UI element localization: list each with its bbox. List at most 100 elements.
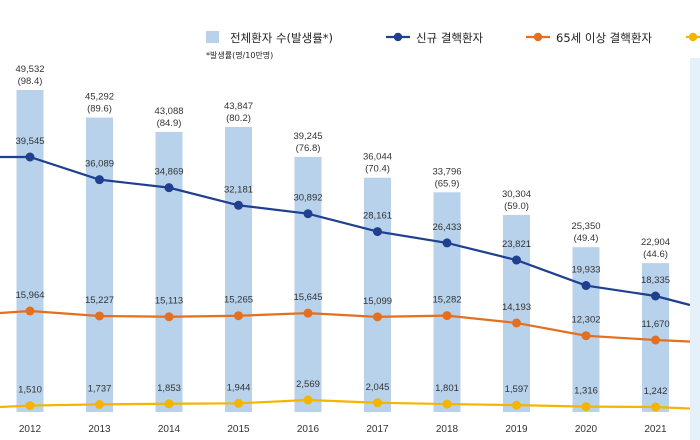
bar-rate-label: (65.9) [435,178,460,189]
line-point [25,401,35,411]
bar-2015 [225,126,252,412]
x-tick-label: 2016 [297,424,320,435]
line-value-label: 26,433 [432,222,461,233]
line-point [581,402,591,412]
bar-value-label: 39,245 [293,131,322,142]
bar-2018 [433,192,461,412]
bar-rate-label: (80.2) [226,113,251,124]
bar-value-label: 30,304 [502,189,531,200]
bar-2014 [155,131,183,412]
line-path-3 [0,398,700,411]
x-axis: 2012 2013 2014 2015 2016 2017 2018 2019 2020 2021 [19,424,667,435]
line-value-label: 34,869 [154,167,183,178]
line-point [95,175,104,185]
line-point [234,311,243,321]
bar-value-label: 45,292 [85,92,114,103]
bar-rate-label: (49.4) [574,233,599,244]
line-point [303,308,313,318]
x-tick-label: 2018 [436,424,459,435]
line-point [303,209,313,219]
legend-label-total: 전체환자 수(발생률*) [230,31,333,45]
line-point [581,281,591,291]
legend-swatch-total [206,31,219,43]
bar-2013 [86,117,113,412]
line-point [651,291,660,301]
line-point [303,395,313,405]
line-point [512,255,521,265]
x-tick-label: 2013 [88,424,111,435]
line-value-label: 1,316 [574,386,598,397]
bar-rate-label: (84.9) [157,118,182,129]
bar-value-label: 25,350 [571,221,600,232]
line-value-label: 1,853 [157,383,181,394]
bar-value-label: 43,847 [224,101,253,112]
line-value-label: 1,597 [505,384,529,395]
bar-value-label: 33,796 [432,166,461,177]
bar-value-label: 49,532 [15,64,44,75]
line-value-label: 1,242 [644,386,668,397]
line-value-label: 15,282 [432,295,461,306]
line-series [0,152,700,412]
line-point [164,312,174,322]
next-panel-highlight [690,58,700,440]
bar-2020 [572,247,600,412]
x-tick-label: 2014 [158,424,181,435]
line-point [512,400,521,410]
line-value-label: 15,265 [224,295,253,306]
line-value-label: 18,335 [641,275,670,286]
bar-rate-label: (98.4) [18,76,43,87]
bar-rate-label: (76.8) [296,143,321,154]
line-value-label: 1,737 [88,383,112,394]
line-point [164,183,174,193]
legend-marker-elderly [533,32,543,42]
bar-2017 [364,177,391,412]
bar-value-label: 43,088 [154,106,183,117]
line-value-label: 30,892 [293,193,322,204]
line-point [95,311,104,321]
legend-marker-new [393,32,403,42]
line-point [442,399,452,409]
line-value-label: 23,821 [502,239,531,250]
line-point [373,398,382,408]
line-point [373,227,382,237]
line-value-label: 1,801 [435,383,459,394]
line-value-label: 19,933 [571,265,600,276]
line-value-label: 15,645 [293,292,322,303]
bar-rate-label: (70.4) [365,164,390,175]
line-value-label: 2,569 [296,379,320,390]
line-point [512,318,521,328]
line-value-label: 15,099 [363,296,392,307]
line-value-label: 32,181 [224,184,253,195]
line-point [581,331,591,341]
line-point [234,200,243,210]
line-value-label: 15,964 [15,290,44,301]
bar-2012 [16,90,44,412]
data-labels: 49,532(98.4) 45,292(89.6) 43,088(84.9) 43,8… [15,64,670,397]
bar-2016 [294,156,322,412]
x-tick-label: 2021 [644,424,667,435]
line-point [95,399,104,409]
x-tick-label: 2019 [505,424,528,435]
bar-value-label: 36,044 [363,152,392,163]
line-value-label: 12,302 [571,315,600,326]
bar-2019 [503,214,530,412]
bar-value-label: 22,904 [641,237,670,248]
x-tick-label: 2015 [227,424,250,435]
line-point [25,306,35,316]
line-point [442,238,452,248]
line-value-label: 14,193 [502,302,531,313]
line-point [25,152,35,162]
bar-series [16,90,669,412]
legend-label-elderly: 65세 이상 결핵환자 [556,31,652,45]
legend: 전체환자 수(발생률*) *발생률(명/10만명) 신규 결핵환자 65세 이상 결핵… [206,31,700,60]
line-path-1 [0,155,691,307]
line-point [651,402,660,412]
line-value-label: 2,045 [366,382,390,393]
line-value-label: 1,510 [18,385,42,396]
x-tick-label: 2017 [366,424,389,435]
legend-note: *발생률(명/10만명) [206,50,273,60]
line-value-label: 1,944 [227,382,251,393]
x-tick-label: 2012 [19,424,42,435]
line-point [651,335,660,345]
